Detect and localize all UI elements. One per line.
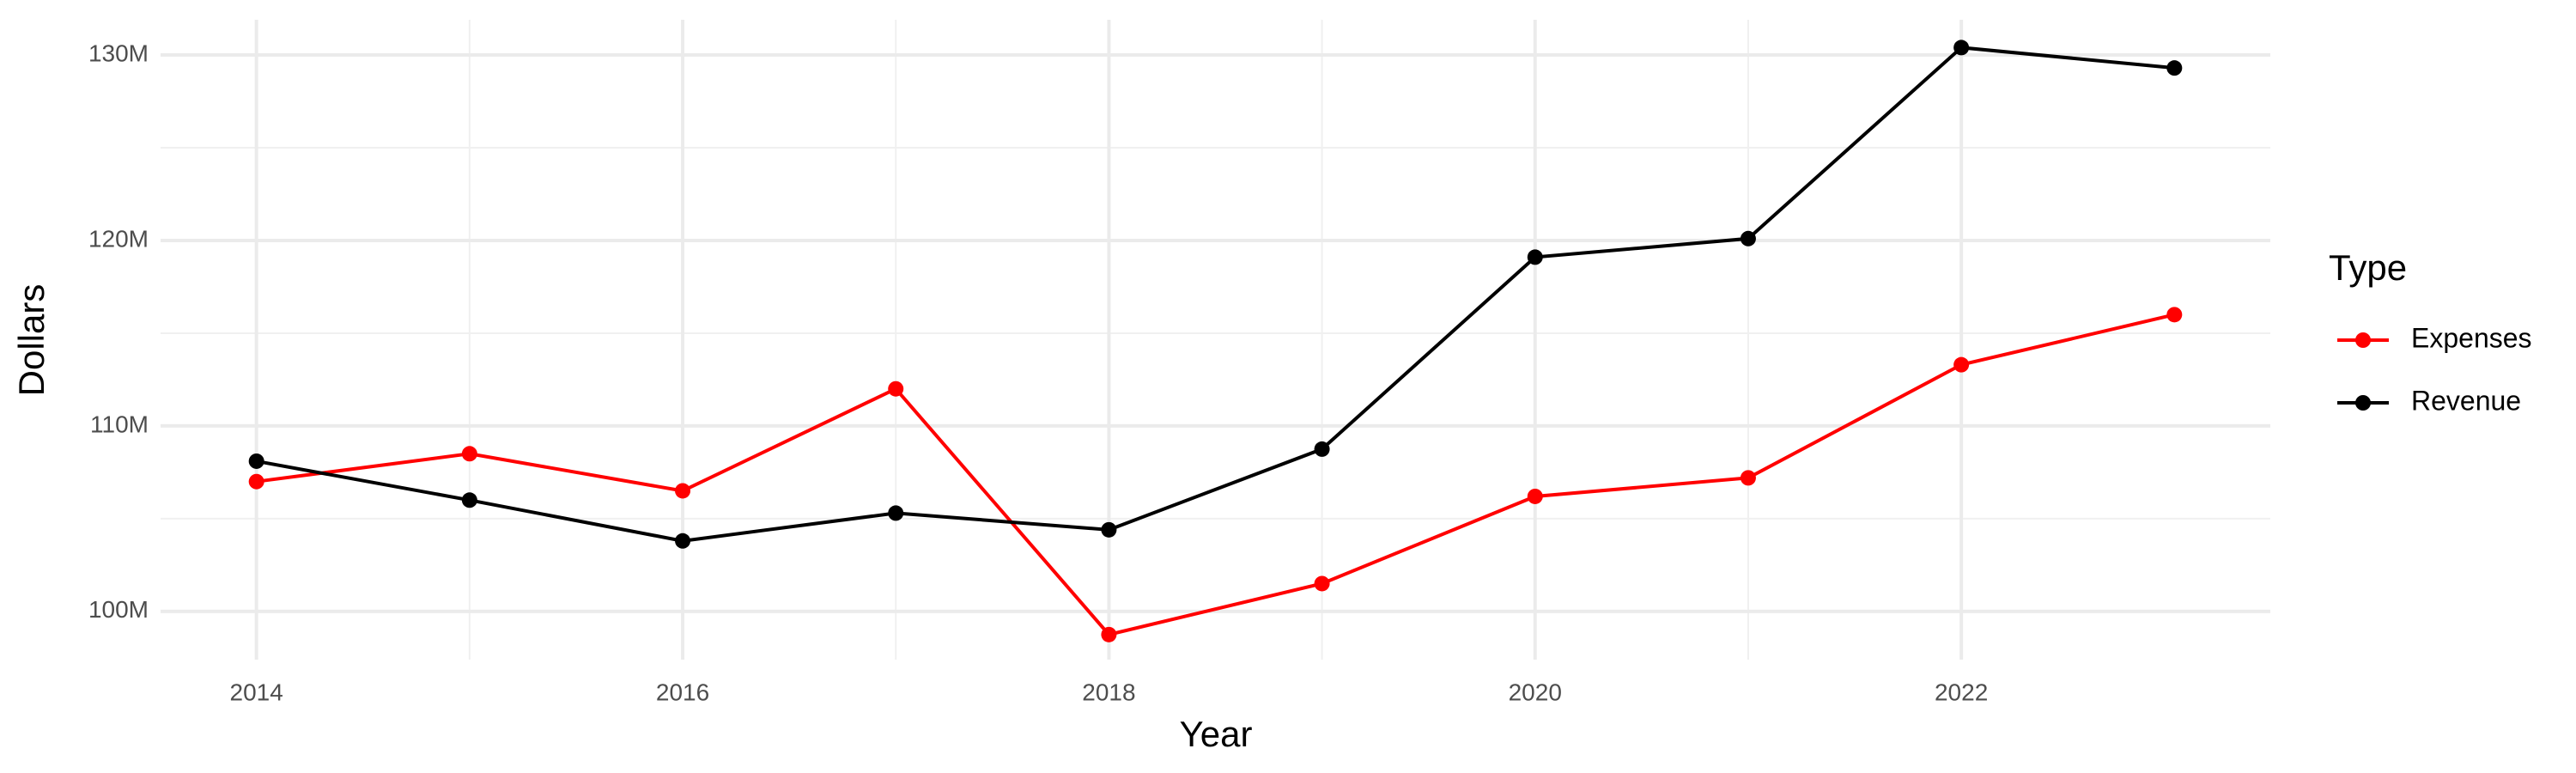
data-point	[2166, 60, 2183, 76]
legend-label: Expenses	[2411, 322, 2532, 353]
data-point	[461, 446, 477, 462]
series-line	[256, 46, 2175, 543]
data-point	[1527, 488, 1543, 504]
x-tick-label: 2022	[1935, 679, 1988, 705]
y-tick-label: 130M	[88, 40, 149, 66]
data-point	[248, 473, 264, 490]
x-tick-label: 2018	[1082, 679, 1135, 705]
x-tick-label: 2016	[656, 679, 709, 705]
legend-key-point	[2355, 395, 2371, 411]
data-point	[888, 505, 904, 521]
x-tick-label: 2020	[1509, 679, 1562, 705]
data-point	[1527, 249, 1543, 265]
y-tick-label: 100M	[88, 596, 149, 623]
data-point	[1740, 230, 1756, 247]
data-point	[461, 492, 477, 508]
data-point	[1740, 470, 1756, 486]
x-tick-label: 2014	[230, 679, 283, 705]
data-point	[1953, 40, 1970, 56]
legend-label: Revenue	[2411, 385, 2521, 416]
data-point	[888, 380, 904, 397]
data-point	[675, 533, 691, 549]
legend-key-point	[2355, 332, 2371, 348]
legend-title: Type	[2329, 247, 2407, 288]
grid	[161, 20, 2270, 660]
data-point	[248, 453, 264, 469]
y-tick-label: 120M	[88, 225, 149, 252]
data-point	[1101, 626, 1117, 642]
data-point	[1101, 521, 1117, 538]
data-point	[1953, 356, 1970, 373]
y-tick-label: 110M	[90, 411, 149, 437]
data-point	[675, 483, 691, 499]
data-point	[1314, 575, 1330, 592]
series-line	[256, 313, 2175, 637]
y-axis-title: Dollars	[11, 284, 52, 397]
x-axis-title: Year	[1180, 714, 1253, 754]
data-point	[2166, 307, 2183, 323]
data-point	[1314, 441, 1330, 457]
